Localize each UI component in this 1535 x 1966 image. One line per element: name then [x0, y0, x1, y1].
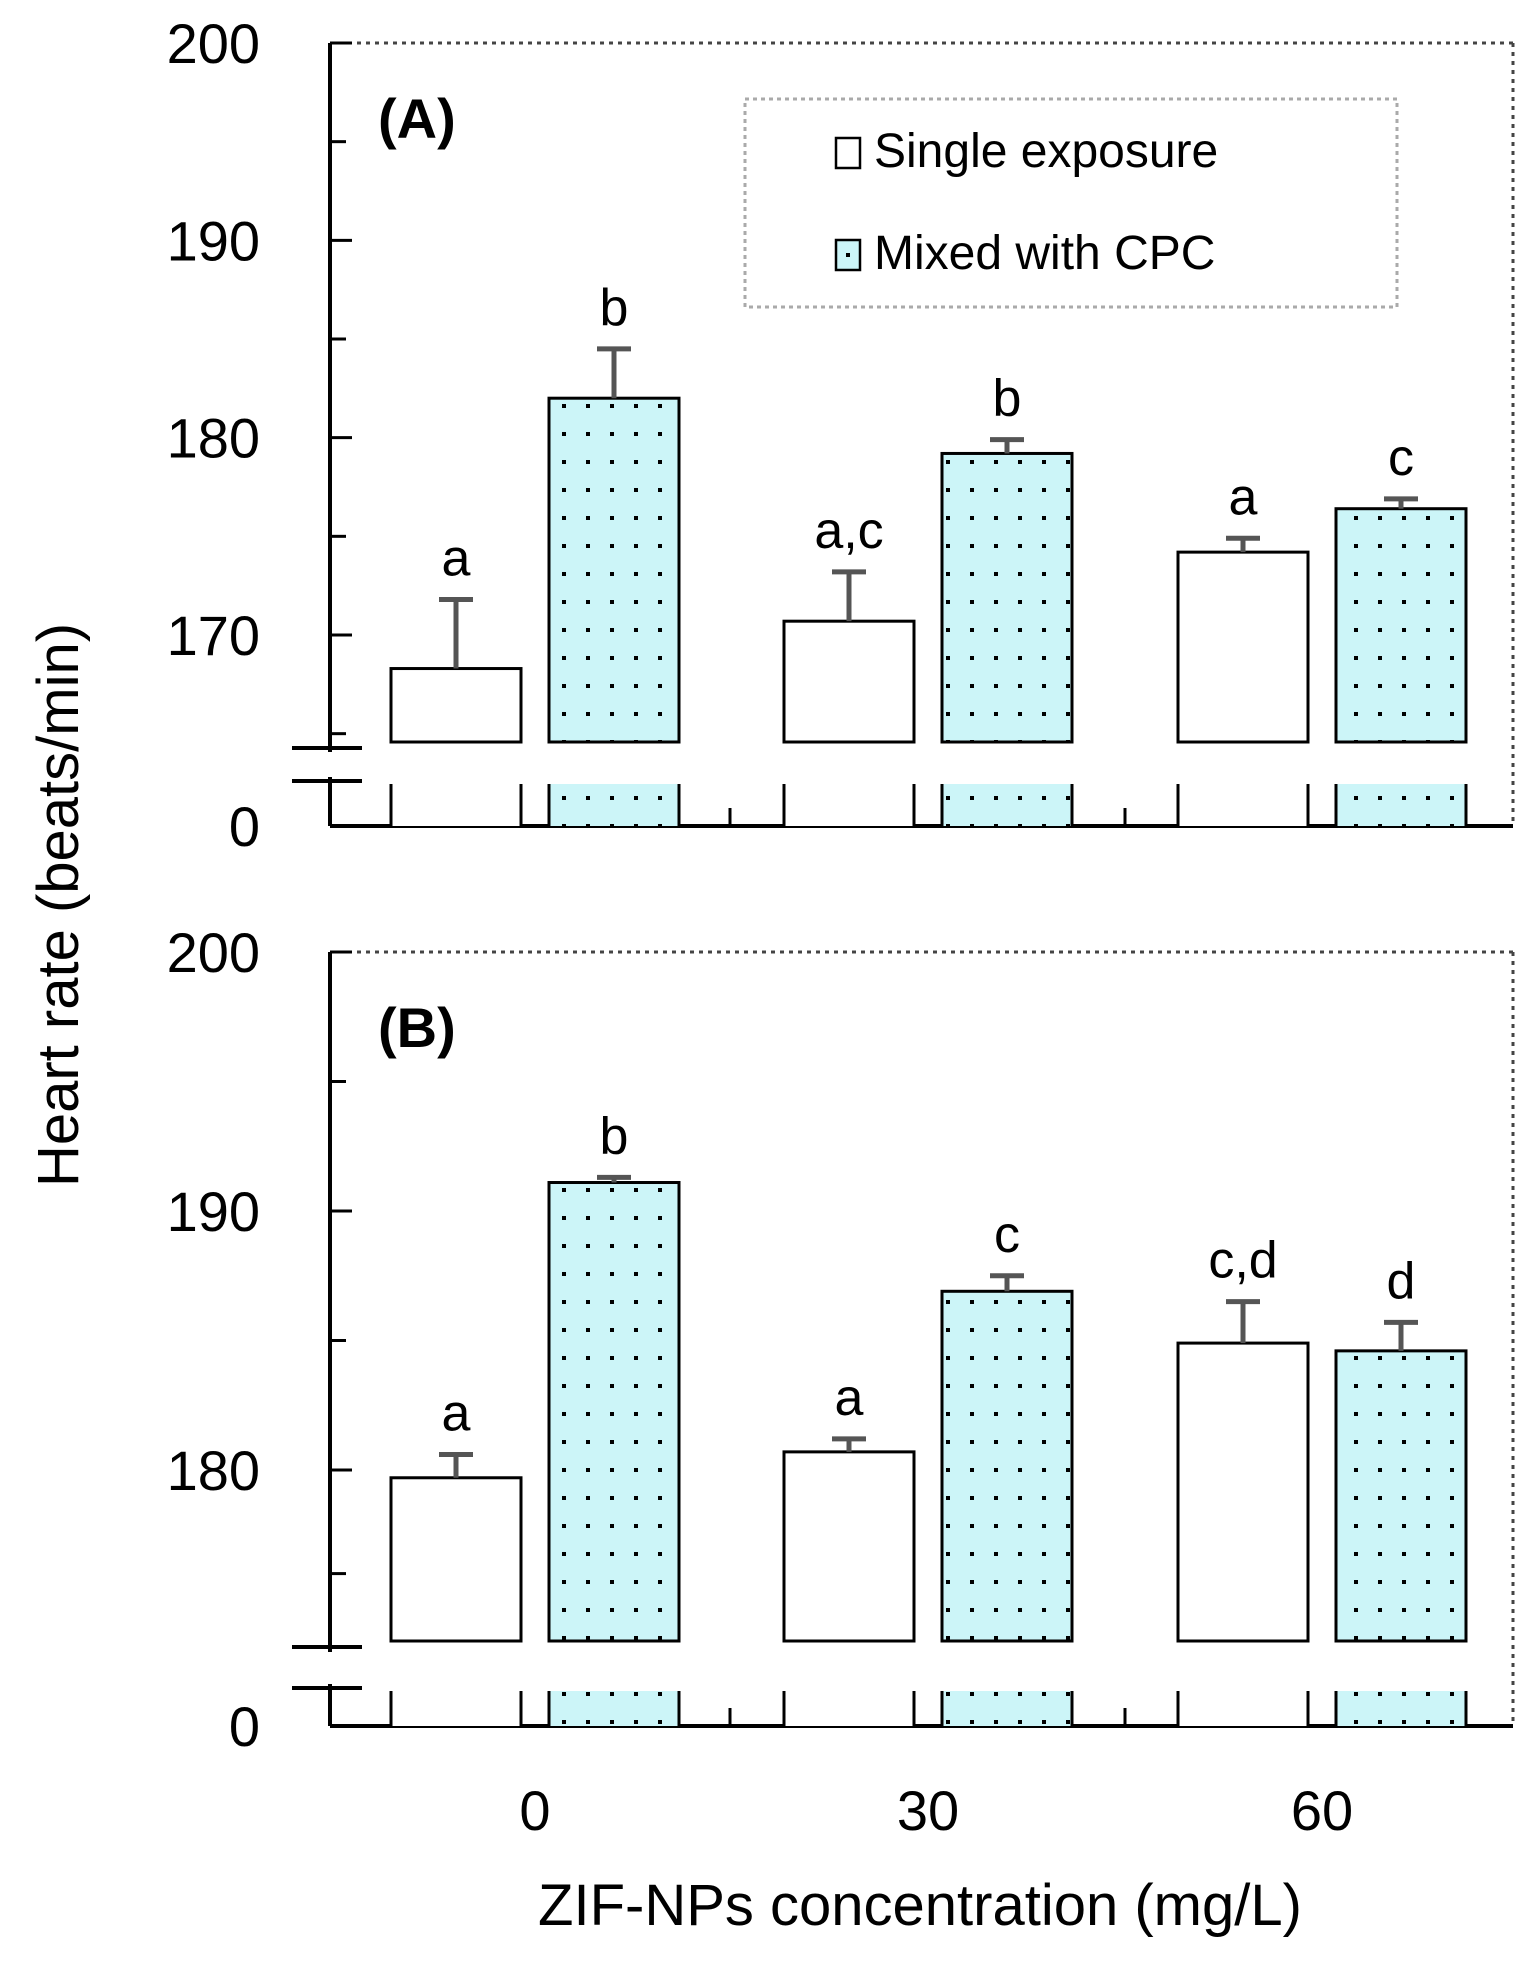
y-tick-label: 190	[167, 209, 260, 272]
significance-label: a	[442, 529, 471, 587]
y-tick-label: 170	[167, 604, 260, 667]
significance-label: a	[1229, 468, 1258, 526]
y-tick-label-zero: 0	[229, 1695, 260, 1758]
y-tick-label-zero: 0	[229, 795, 260, 858]
bar-mixed	[1334, 507, 1468, 744]
panel-a: 170 180 190 200 0 (A) a a,c a b b c	[167, 12, 1515, 858]
legend-label-mixed: Mixed with CPC	[874, 227, 1215, 280]
bar-mixed-stub	[942, 1691, 1072, 1726]
bar-single-stub	[1178, 1691, 1308, 1726]
bar-single	[389, 1476, 523, 1643]
y-tick-label: 180	[167, 1439, 260, 1502]
bar-mixed	[940, 1289, 1074, 1643]
panel-b: 180 190 200 0 (B) a a c,d b c d	[167, 921, 1515, 1758]
bar-mixed	[940, 451, 1074, 744]
legend-label-single: Single exposure	[874, 125, 1218, 178]
bar-single	[389, 667, 523, 744]
bar-single	[782, 1450, 916, 1643]
bar-mixed-stub	[549, 1691, 679, 1726]
significance-label: a,c	[814, 502, 883, 560]
bar-mixed-stub	[1336, 1691, 1466, 1726]
significance-label: c,d	[1208, 1232, 1277, 1290]
y-tick-label: 200	[167, 12, 260, 75]
y-tick-label: 180	[167, 407, 260, 470]
bar-mixed	[1334, 1349, 1468, 1643]
panel-label: (B)	[378, 996, 456, 1059]
significance-label: c	[994, 1206, 1020, 1264]
legend: Single exposure Mixed with CPC	[743, 97, 1399, 309]
y-tick-label: 190	[167, 1180, 260, 1243]
bar-single	[782, 619, 916, 744]
significance-label: b	[600, 1107, 629, 1165]
legend-swatch-mixed	[834, 238, 862, 272]
x-axis-title: ZIF-NPs concentration (mg/L)	[538, 1873, 1302, 1938]
bar-mixed-stub	[549, 784, 679, 826]
significance-label: b	[993, 370, 1022, 428]
significance-label: a	[442, 1384, 471, 1442]
x-tick-label: 0	[519, 1779, 550, 1842]
bar-single-stub	[391, 1691, 521, 1726]
bar-mixed-stub	[942, 784, 1072, 826]
significance-label: c	[1388, 429, 1414, 487]
bar-single-stub	[784, 1691, 914, 1726]
bar-single-stub	[1178, 784, 1308, 826]
significance-label: b	[600, 279, 629, 337]
legend-box	[743, 97, 1399, 309]
bar-mixed	[547, 1181, 681, 1643]
bar-mixed	[547, 396, 681, 744]
y-axis-title: Heart rate (beats/min)	[26, 623, 91, 1187]
legend-swatch-single	[834, 136, 862, 170]
panel-label: (A)	[378, 87, 456, 150]
x-tick-labels: 0 30 60	[519, 1779, 1353, 1842]
bar-single-stub	[391, 784, 521, 826]
x-tick-label: 30	[897, 1779, 959, 1842]
bar-single	[1176, 550, 1310, 744]
significance-label: a	[835, 1369, 864, 1427]
legend-swatch-mixed-dot	[846, 253, 850, 257]
bar-single	[1176, 1341, 1310, 1643]
significance-label: d	[1387, 1252, 1416, 1310]
x-tick-label: 60	[1291, 1779, 1353, 1842]
y-tick-label: 200	[167, 921, 260, 984]
bar-single-stub	[784, 784, 914, 826]
bar-mixed-stub	[1336, 784, 1466, 826]
